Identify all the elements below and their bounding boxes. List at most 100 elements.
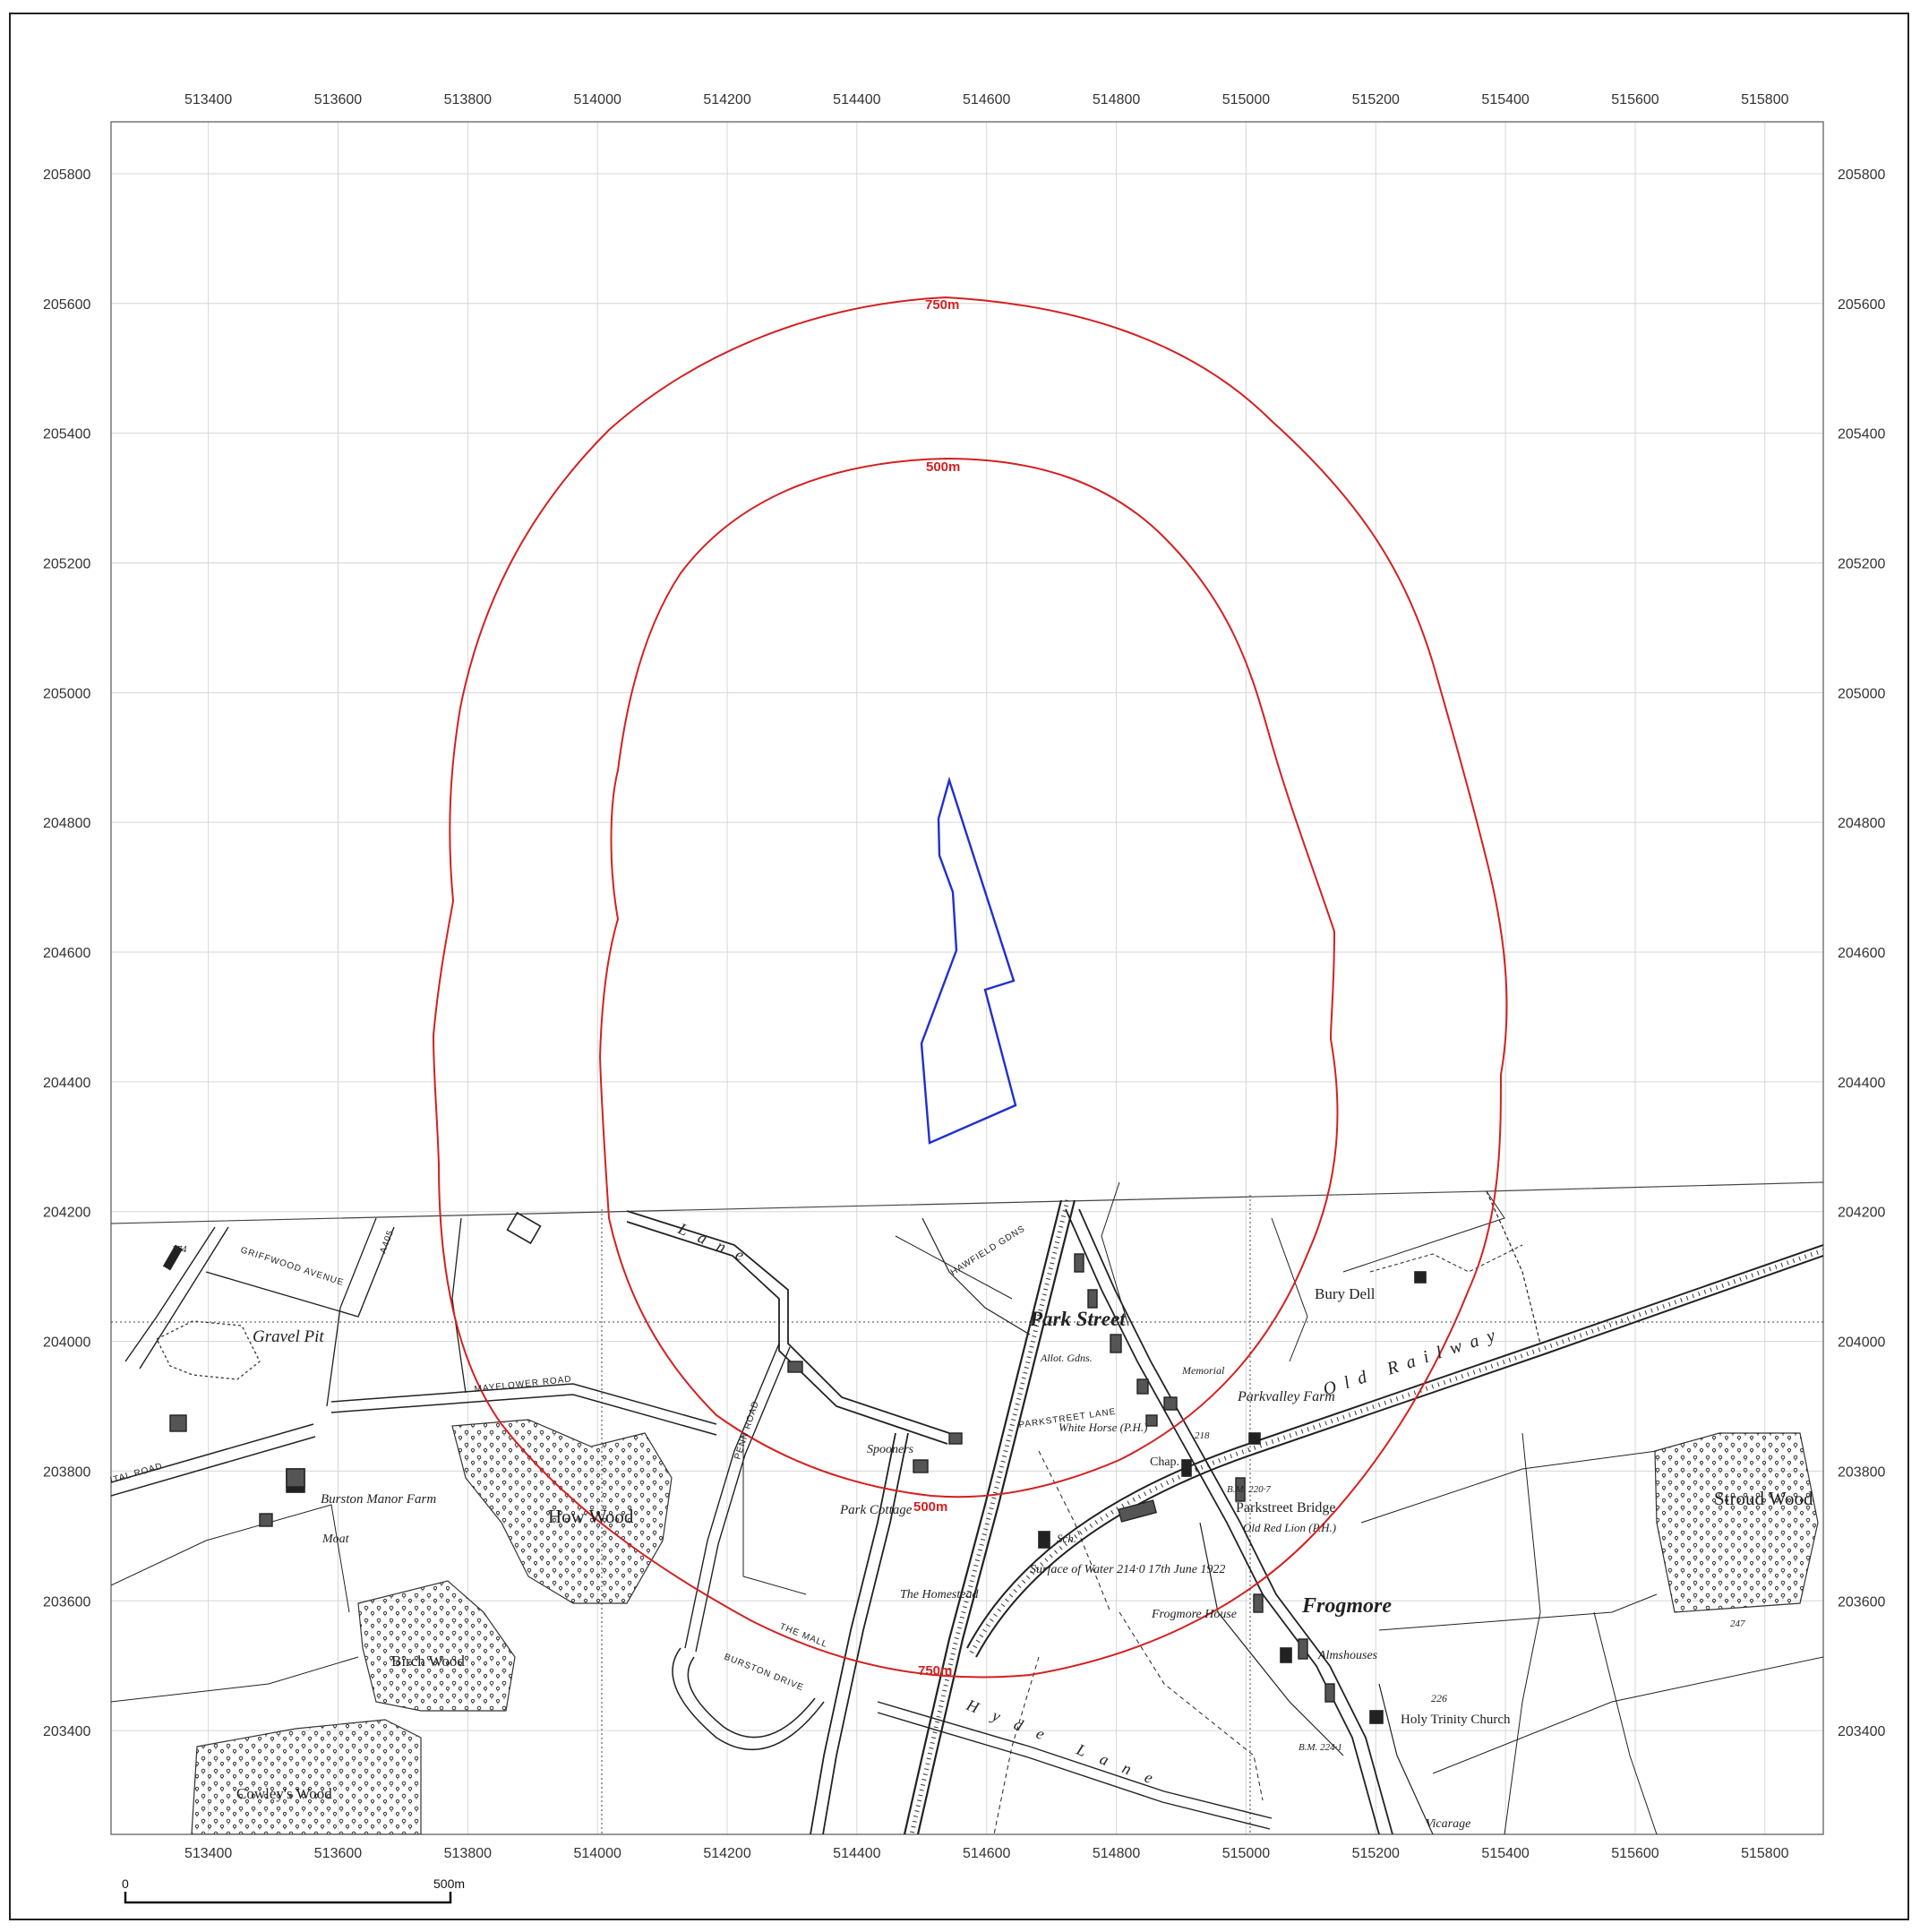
easting-label: 515800: [1741, 92, 1788, 107]
spot-height-226: 226: [1431, 1692, 1447, 1704]
label-old-red-lion: Old Red Lion (P.H.): [1243, 1521, 1336, 1534]
easting-label: 514600: [963, 1846, 1010, 1861]
easting-label: 515600: [1611, 1846, 1659, 1861]
buffer-500m-label-top: 500m: [926, 459, 960, 475]
northing-labels-left: 205800 205600 205400 205200 205000 204800 2046…: [43, 167, 90, 1739]
easting-label: 514200: [703, 1846, 750, 1861]
easting-label: 513400: [184, 1846, 232, 1861]
northing-label: 205800: [1838, 167, 1885, 183]
northing-label: 204600: [1838, 946, 1885, 961]
label-surface-water: Surface of Water 214·0 17th June 1922: [1030, 1563, 1225, 1576]
northing-label: 204400: [1838, 1076, 1885, 1091]
label-moat: Moat: [321, 1533, 350, 1546]
map-border: [110, 121, 1824, 1835]
northing-label: 204200: [1838, 1206, 1885, 1221]
label-gravel-pit: Gravel Pit: [253, 1327, 324, 1346]
buffer-500m-ring[interactable]: [598, 457, 1339, 1498]
northing-label: 204600: [43, 946, 90, 961]
label-the-homestead: The Homestead: [900, 1588, 979, 1601]
spot-height-247: 247: [1730, 1619, 1745, 1629]
label-frogmore-house: Frogmore House: [1151, 1608, 1237, 1621]
place-labels: Gravel Pit Burston Manor Farm Moat How W…: [236, 1219, 1813, 1831]
northing-label: 203800: [1838, 1464, 1885, 1480]
easting-label: 515400: [1481, 92, 1529, 107]
easting-label: 514200: [703, 92, 750, 107]
northing-label: 205800: [43, 167, 90, 183]
scale-bar-end: 500m: [433, 1876, 465, 1891]
label-memorial: Memorial: [1181, 1364, 1225, 1377]
cowleys-wood-area: [191, 1719, 422, 1834]
label-cowleys-wood: Cowley's Wood: [236, 1785, 332, 1802]
northing-label: 204400: [43, 1076, 90, 1091]
spot-height-labels: 274 218 247 226 B.M. 220·7 B.M. 224·1: [172, 1244, 1745, 1753]
northing-label: 204000: [43, 1335, 90, 1351]
label-griffwood-avenue: GRIFFWOOD AVENUE: [239, 1245, 345, 1288]
northing-label: 203400: [43, 1724, 90, 1739]
bench-mark-224: B.M. 224·1: [1299, 1742, 1342, 1753]
buffer-750m-ring[interactable]: [432, 296, 1508, 1679]
label-stroud-wood: Stroud Wood: [1714, 1488, 1813, 1509]
easting-label: 513800: [444, 1846, 492, 1861]
spot-height-218: 218: [1195, 1430, 1210, 1441]
label-sch: Sch.: [1057, 1532, 1076, 1545]
label-hawfield-gdns: HAWFIELD GDNS: [949, 1224, 1027, 1277]
label-old-railway: Old Railway: [1321, 1323, 1506, 1400]
label-birch-wood: Birch Wood: [391, 1653, 465, 1670]
northing-label: 205000: [1838, 686, 1885, 701]
easting-label: 514000: [573, 1846, 621, 1861]
northing-label: 203600: [43, 1594, 90, 1610]
label-lane: Lane: [674, 1219, 758, 1269]
bench-mark-220: B.M. 220·7: [1227, 1484, 1271, 1495]
easting-label: 515400: [1481, 1846, 1529, 1861]
northing-label: 205600: [43, 297, 90, 313]
label-allot-gdns: Allot. Gdns.: [1040, 1352, 1093, 1364]
map-frame: [9, 13, 1909, 1920]
scale-bar-start: 0: [122, 1876, 129, 1891]
buffer-750m-label-top: 750m: [925, 297, 959, 313]
site-boundary[interactable]: [920, 776, 1017, 1145]
label-a405: A405: [378, 1229, 396, 1255]
label-frogmore: Frogmore: [1301, 1594, 1392, 1618]
easting-label: 514400: [833, 1846, 880, 1861]
label-vicarage: Vicarage: [1426, 1817, 1470, 1831]
label-parkstreet-bridge: Parkstreet Bridge: [1236, 1500, 1336, 1516]
easting-label: 513400: [184, 92, 232, 107]
label-park-cottage: Park Cottage: [839, 1503, 913, 1517]
buffer-750m-label-bottom: 750m: [918, 1663, 952, 1679]
grid-lines: [111, 122, 1823, 1834]
scale-bar: 0 500m: [122, 1876, 465, 1904]
label-chap: Chap.: [1150, 1455, 1179, 1469]
historic-map-base: [111, 1181, 1823, 1834]
easting-label: 515600: [1611, 92, 1659, 107]
easting-label: 515200: [1352, 92, 1400, 107]
label-park-street: Park Street: [1029, 1308, 1126, 1330]
easting-label: 515800: [1741, 1846, 1788, 1861]
easting-label: 514800: [1093, 92, 1140, 107]
northing-label: 205000: [43, 686, 90, 701]
easting-label: 514400: [833, 92, 880, 107]
northing-label: 205200: [43, 556, 90, 571]
easting-label: 515000: [1222, 1846, 1270, 1861]
easting-label: 514600: [963, 92, 1010, 107]
easting-label: 513600: [314, 1846, 362, 1861]
stroud-wood-area: [1654, 1432, 1819, 1613]
northing-label: 205600: [1838, 297, 1885, 313]
how-wood-area: [451, 1419, 673, 1604]
northing-label: 204000: [1838, 1335, 1885, 1351]
label-holy-trinity: Holy Trinity Church: [1401, 1713, 1511, 1727]
northing-label: 205400: [1838, 427, 1885, 442]
label-spooners: Spooners: [867, 1443, 914, 1456]
label-hyde-lane: Hyde Lane: [964, 1696, 1170, 1793]
easting-label: 514000: [573, 92, 621, 107]
northing-label: 204200: [43, 1206, 90, 1221]
easting-label: 514800: [1093, 1846, 1140, 1861]
spot-height-274: 274: [172, 1244, 187, 1255]
northing-label: 204800: [1838, 816, 1885, 831]
easting-label: 515200: [1352, 1846, 1400, 1861]
label-white-horse: White Horse (P.H.): [1059, 1421, 1147, 1434]
birch-wood-area: [357, 1580, 516, 1712]
buffer-500m-label-bottom: 500m: [913, 1499, 947, 1515]
easting-labels-bottom: 513400 513600 513800 514000 514200 514400 5146…: [184, 1846, 1789, 1861]
northing-label: 205200: [1838, 556, 1885, 571]
